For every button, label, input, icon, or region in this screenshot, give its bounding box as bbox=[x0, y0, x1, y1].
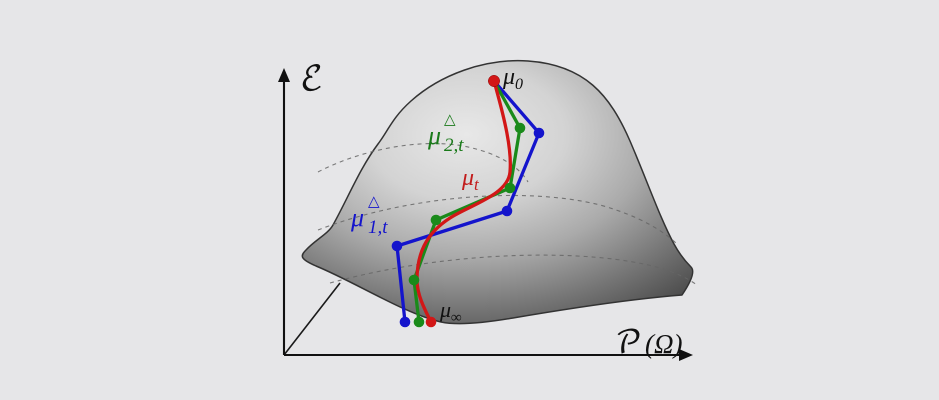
svg-text:2,t: 2,t bbox=[444, 135, 464, 156]
svg-text:△: △ bbox=[368, 194, 380, 210]
svg-text:μ: μ bbox=[350, 203, 364, 232]
svg-text:1,t: 1,t bbox=[368, 217, 388, 238]
svg-text:μ: μ bbox=[427, 121, 441, 150]
svg-text:△: △ bbox=[444, 112, 456, 128]
svg-text:(Ω): (Ω) bbox=[645, 329, 683, 359]
